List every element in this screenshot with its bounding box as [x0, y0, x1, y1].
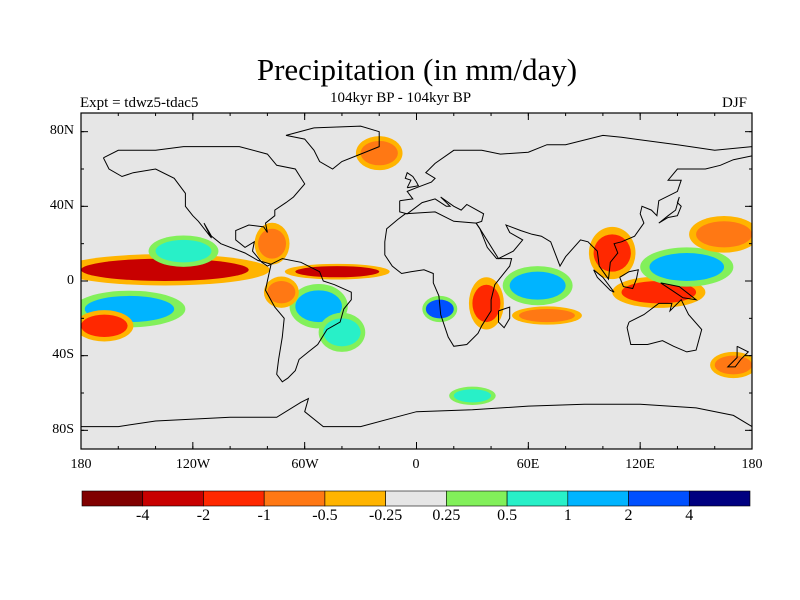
colorbar-label: 0.5 [497, 507, 518, 524]
colorbar-box [385, 490, 447, 507]
x-tick-label: 60E [516, 457, 540, 472]
anomaly-patch [81, 258, 249, 281]
anomaly-patch [295, 290, 342, 323]
colorbar-label: 0.25 [432, 507, 461, 524]
coastline [626, 298, 703, 353]
colorbar-label: 2 [624, 507, 633, 524]
precip-anomaly-field [81, 136, 752, 405]
x-tick-label: 0 [412, 457, 420, 472]
colorbar-box [567, 490, 629, 507]
coastline [660, 282, 698, 301]
colorbar-box [203, 490, 265, 507]
y-tick-label: 0 [67, 273, 74, 288]
anomaly-patch [323, 318, 361, 347]
coastline [399, 134, 752, 281]
y-tick-label: 40S [52, 347, 74, 362]
colorbar-label: -4 [136, 507, 150, 524]
anomaly-patch [593, 234, 631, 272]
chart-subtitle: 104kyr BP - 104kyr BP [330, 90, 472, 106]
colorbar-label: -0.5 [312, 507, 338, 524]
coastline [102, 146, 306, 267]
colorbar-box [506, 490, 569, 507]
coastline [81, 397, 752, 428]
coastlines [81, 125, 752, 428]
anomaly-patch [714, 355, 752, 375]
y-tick-label: 80N [49, 123, 74, 138]
colorbar-box [81, 490, 144, 507]
anomaly-patch [472, 284, 501, 323]
anomaly-patch [267, 281, 296, 304]
x-tick-label: 180 [70, 457, 92, 472]
colorbar-box [324, 490, 386, 507]
anomaly-patch [509, 271, 566, 300]
coastline [384, 211, 513, 347]
coastline [285, 125, 380, 170]
coastline [658, 196, 682, 224]
coastline [726, 345, 750, 368]
anomaly-patch [360, 141, 398, 166]
anomaly-patch [81, 314, 128, 337]
coastline [264, 258, 352, 383]
colorbar-label: -0.25 [368, 507, 403, 524]
colorbar-box [688, 490, 751, 507]
colorbar-label: 4 [685, 507, 694, 524]
x-tick-label: 180 [741, 457, 763, 472]
anomaly-patch [258, 228, 287, 259]
anomaly-patch [453, 389, 492, 403]
colorbar-box [446, 490, 508, 507]
experiment-label: Expt = tdwz5-tdac5 [80, 95, 199, 111]
y-tick-label: 40N [49, 198, 74, 213]
coastline [593, 269, 615, 293]
y-tick-label: 80S [52, 422, 74, 437]
x-tick-label: 120W [175, 457, 211, 472]
colorbar-label: 1 [563, 507, 572, 524]
x-tick-label: 60W [291, 457, 319, 472]
coastline [498, 306, 511, 329]
anomaly-patch [295, 266, 380, 278]
x-tick-label: 120E [625, 457, 655, 472]
colorbar-box [263, 490, 326, 507]
colorbar-label: -1 [257, 507, 271, 524]
colorbar-box [628, 490, 690, 507]
season-label: DJF [722, 95, 748, 111]
colorbar-box [142, 490, 204, 507]
coastline [404, 171, 420, 189]
anomaly-patch [519, 309, 575, 323]
chart-title: Precipitation (in mm/day) [256, 52, 578, 87]
anomaly-patch [155, 239, 212, 263]
colorbar-label: -2 [196, 507, 211, 524]
anomaly-patch [649, 253, 725, 281]
axis-ticks [80, 113, 753, 449]
anomaly-patch [696, 221, 752, 248]
coastline [619, 269, 639, 290]
